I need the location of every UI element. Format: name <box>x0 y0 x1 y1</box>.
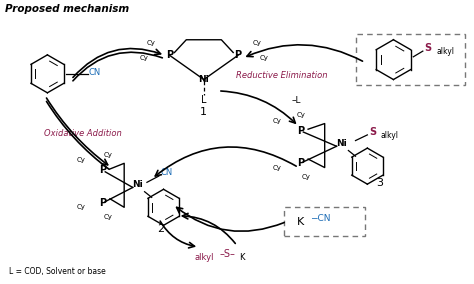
Text: P: P <box>297 126 305 136</box>
Text: L: L <box>201 95 207 105</box>
Text: Cy: Cy <box>301 174 310 181</box>
Bar <box>284 207 365 236</box>
Text: Cy: Cy <box>260 55 268 61</box>
Text: S: S <box>369 127 376 137</box>
Text: P: P <box>166 50 173 60</box>
Text: K: K <box>239 252 245 262</box>
Text: Reductive Elimination: Reductive Elimination <box>236 71 328 80</box>
Text: Ni: Ni <box>336 139 346 148</box>
Text: Cy: Cy <box>253 40 261 47</box>
Text: P: P <box>99 198 107 208</box>
Text: Oxidative Addition: Oxidative Addition <box>44 129 122 138</box>
Text: Ni: Ni <box>199 75 209 84</box>
Text: Cy: Cy <box>273 118 282 124</box>
Text: P: P <box>234 50 242 60</box>
Text: alkyl: alkyl <box>381 131 399 140</box>
Text: Proposed mechanism: Proposed mechanism <box>5 4 129 14</box>
Text: Cy: Cy <box>77 204 86 210</box>
Text: Cy: Cy <box>77 157 86 164</box>
Text: K: K <box>297 216 305 227</box>
Text: Cy: Cy <box>139 55 148 61</box>
Text: CN: CN <box>160 168 173 177</box>
Text: alkyl: alkyl <box>194 252 214 262</box>
Text: P: P <box>99 165 107 176</box>
Bar <box>356 34 465 85</box>
Text: Ni: Ni <box>132 180 143 189</box>
Text: Cy: Cy <box>146 40 155 47</box>
Text: L = COD, Solvent or base: L = COD, Solvent or base <box>9 267 106 276</box>
Text: Cy: Cy <box>297 112 305 118</box>
Text: CN: CN <box>89 68 101 77</box>
Text: 1: 1 <box>201 107 207 117</box>
Text: P: P <box>297 158 305 168</box>
Text: –S–: –S– <box>220 249 236 259</box>
Text: Cy: Cy <box>273 164 282 171</box>
Text: 2: 2 <box>157 224 165 234</box>
Text: 3: 3 <box>376 178 383 188</box>
Text: S: S <box>425 43 432 53</box>
Text: –L: –L <box>292 96 301 105</box>
Text: alkyl: alkyl <box>436 47 454 57</box>
Text: Cy: Cy <box>103 152 112 158</box>
Text: Cy: Cy <box>103 214 112 220</box>
Text: −CN: −CN <box>310 214 331 223</box>
